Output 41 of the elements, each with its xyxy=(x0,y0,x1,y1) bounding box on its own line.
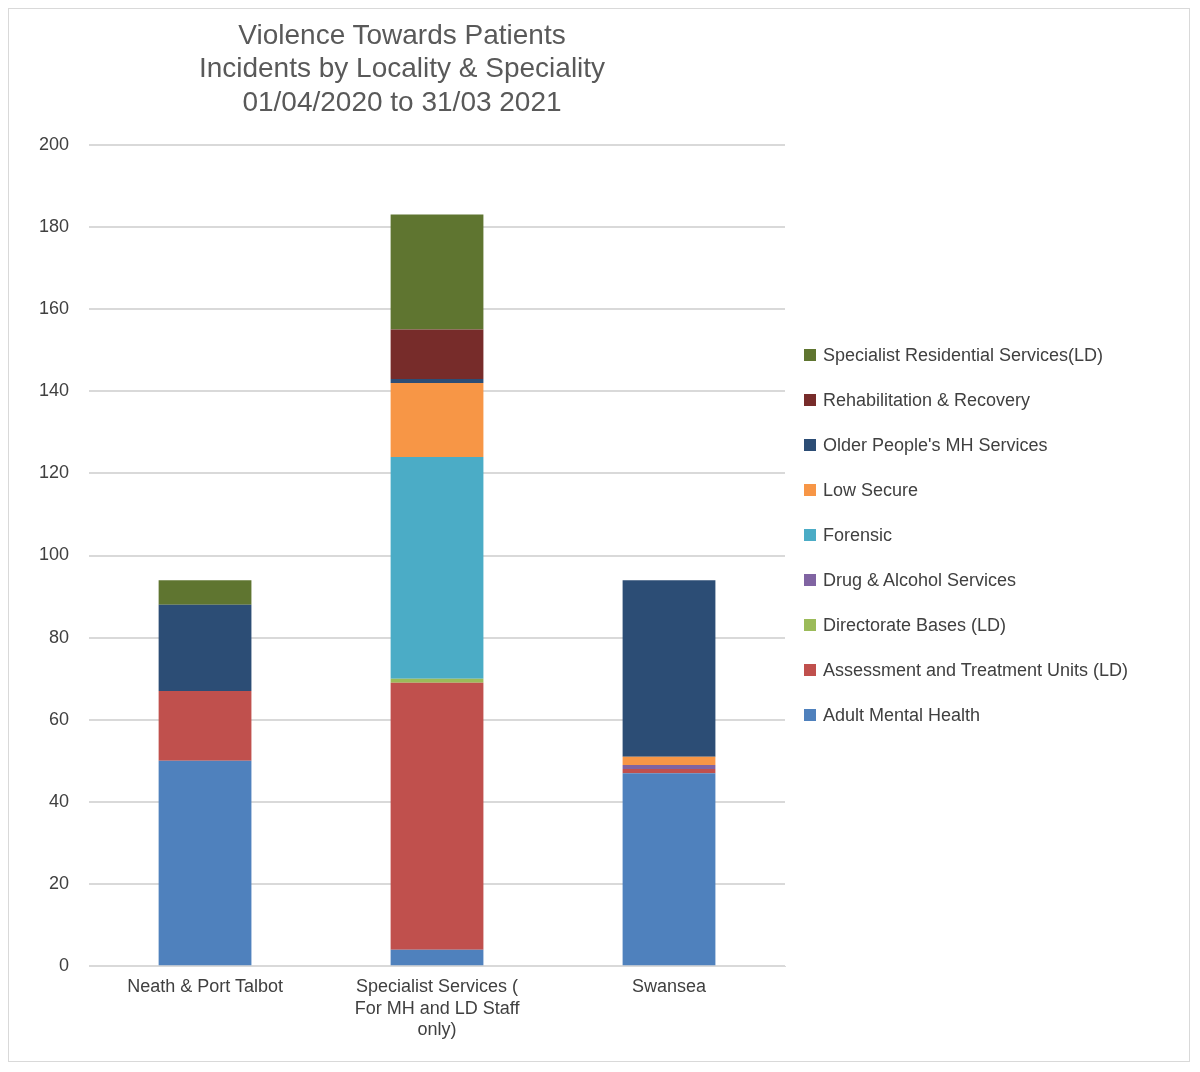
y-tick-label: 140 xyxy=(38,380,70,401)
bar xyxy=(622,773,716,966)
bar xyxy=(622,764,716,770)
bar xyxy=(390,329,484,379)
y-tick-label: 120 xyxy=(38,462,70,483)
y-tick-label: 200 xyxy=(38,133,70,154)
legend-label: Specialist Residential Services(LD) xyxy=(823,344,1104,366)
x-tick-label: Neath & Port Talbot xyxy=(127,975,283,996)
y-tick-label: 180 xyxy=(38,215,70,236)
bar xyxy=(622,769,716,774)
bar xyxy=(390,383,484,457)
bar xyxy=(158,580,252,605)
y-tick-label: 60 xyxy=(49,708,70,729)
legend-label: Rehabilitation & Recovery xyxy=(823,389,1031,411)
bar xyxy=(390,378,484,384)
legend-label: Older People's MH Services xyxy=(823,434,1048,456)
legend-label: Low Secure xyxy=(823,479,919,501)
bar xyxy=(622,580,716,757)
bar xyxy=(158,691,252,761)
bar xyxy=(158,760,252,966)
y-tick-label: 100 xyxy=(38,544,70,565)
bar xyxy=(390,214,484,330)
x-tick-label: Specialist Services ( For MH and LD Staff only) xyxy=(354,975,521,1040)
bar xyxy=(158,604,252,692)
bar xyxy=(390,678,484,683)
y-tick-label: 0 xyxy=(59,955,70,976)
legend-label: Forensic xyxy=(823,524,893,546)
chart-title: Violence Towards Patients Incidents by Locality & Speciality 01/04/2020 to 31/03 2021 xyxy=(198,18,606,117)
legend-label: Adult Mental Health xyxy=(823,704,981,726)
legend-label: Assessment and Treatment Units (LD) xyxy=(823,659,1129,681)
y-tick-label: 20 xyxy=(49,873,70,894)
y-tick-label: 40 xyxy=(49,790,70,811)
bar xyxy=(390,456,484,679)
bar xyxy=(390,949,484,966)
y-tick-label: 80 xyxy=(49,626,70,647)
bar xyxy=(622,756,716,765)
y-tick-label: 160 xyxy=(38,298,70,319)
legend-label: Drug & Alcohol Services xyxy=(823,569,1017,591)
bar xyxy=(390,682,484,950)
x-tick-label: Swansea xyxy=(631,975,708,996)
legend-label: Directorate Bases (LD) xyxy=(823,614,1007,636)
